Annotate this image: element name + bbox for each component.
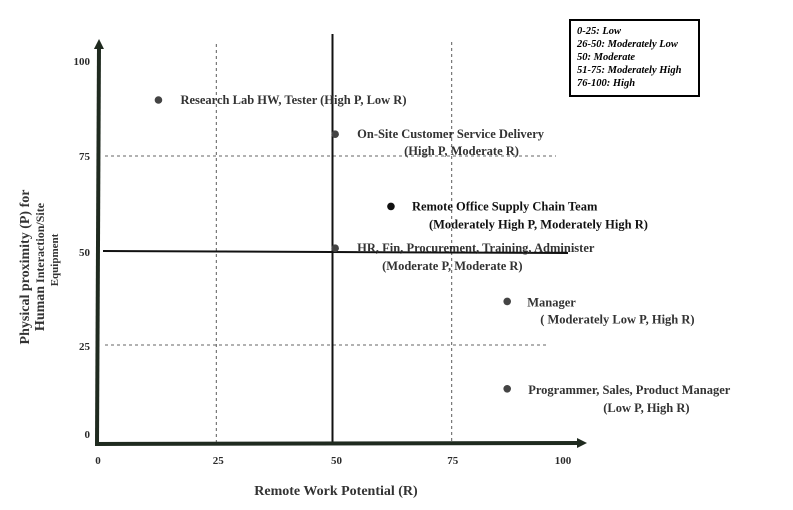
- data-point-label: HR, Fin, Procurement, Training, Administ…: [357, 241, 595, 255]
- data-point-label: On-Site Customer Service Delivery: [357, 127, 545, 141]
- data-point-label: Manager: [527, 295, 576, 309]
- legend-entry-moderately-high: 51-75: Moderately High: [577, 65, 682, 76]
- y-tick-label: 25: [79, 341, 91, 353]
- data-point: [331, 244, 339, 252]
- y-axis-label-line2b: Interaction/Site: [33, 202, 47, 286]
- y-tick-label: 0: [85, 429, 91, 441]
- data-point-label: Remote Office Supply Chain Team: [412, 199, 598, 213]
- data-point: [331, 130, 339, 138]
- x-tick-label: 25: [213, 455, 225, 467]
- y-axis-label-line2a: Human: [33, 286, 48, 331]
- y-axis: [93, 39, 104, 445]
- x-tick-label: 75: [447, 455, 459, 467]
- x-axis: [94, 438, 587, 449]
- legend-entry-low: 0-25: Low: [577, 26, 622, 37]
- data-point-sublabel: ( Moderately Low P, High R): [540, 312, 694, 326]
- y-axis-label-line3: Equipment: [49, 233, 61, 286]
- tick-labels: 0 25 50 75 100 0 25 50 75 100: [74, 56, 572, 467]
- data-point-label: Programmer, Sales, Product Manager: [528, 383, 731, 397]
- y-axis-label-line1: Physical proximity (P) for: [18, 190, 33, 345]
- data-point: [387, 202, 395, 211]
- x-axis-label: Remote Work Potential (R): [254, 484, 418, 499]
- midline-horizontal-50: [102, 250, 569, 254]
- legend-entry-moderately-low: 26-50: Moderately Low: [577, 39, 678, 50]
- y-tick-label: 100: [74, 56, 91, 68]
- y-axis-label-line2: Human Interaction/Site: [33, 202, 48, 331]
- legend-entry-moderate: 50: Moderate: [577, 52, 636, 63]
- gridlines: [105, 42, 556, 442]
- data-point-sublabel: (Moderate P, Moderate R): [382, 259, 522, 273]
- data-point-sublabel: (High P, Moderate R): [404, 144, 519, 158]
- data-point: [154, 96, 163, 104]
- axes: [93, 34, 587, 449]
- data-point: [503, 385, 512, 393]
- legend: 0-25: Low 26-50: Moderately Low 50: Mode…: [569, 19, 700, 97]
- y-tick-label: 75: [79, 151, 91, 163]
- data-points: Research Lab HW, Tester (High P, Low R) O…: [154, 93, 731, 415]
- y-tick-label: 50: [79, 247, 91, 259]
- data-point: [503, 297, 512, 306]
- data-point-label: Research Lab HW, Tester (High P, Low R): [180, 93, 406, 107]
- data-point-sublabel: (Moderately High P, Moderately High R): [429, 217, 648, 231]
- data-point-sublabel: (Low P, High R): [603, 401, 689, 415]
- legend-entry-high: 76-100: High: [577, 78, 636, 89]
- x-tick-label: 100: [555, 455, 572, 467]
- x-tick-label: 50: [331, 455, 343, 467]
- x-tick-label: 0: [95, 455, 101, 467]
